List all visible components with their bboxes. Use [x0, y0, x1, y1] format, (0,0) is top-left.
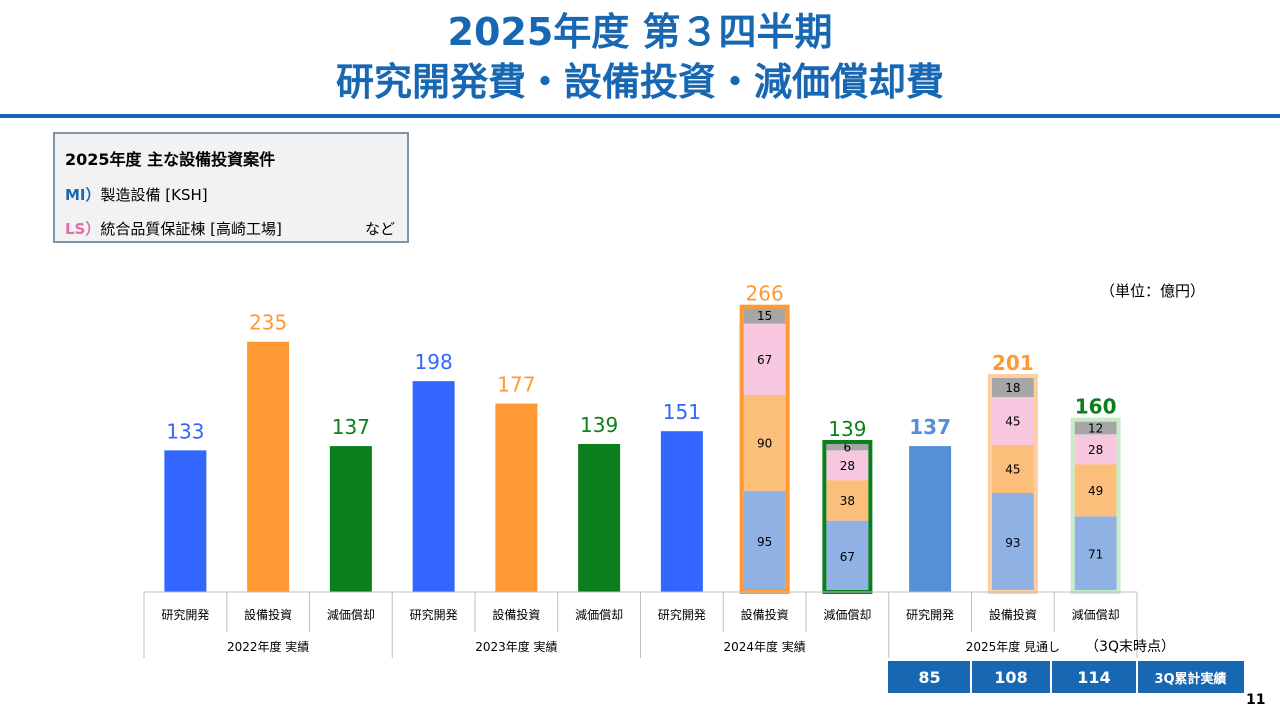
bar-segment-4-3-2 — [1074, 464, 1117, 517]
total-label-4-3: 160 — [1075, 395, 1117, 419]
group-label-4: 2025年度 見通し — [966, 639, 1060, 654]
segment-label-3-3-1: 67 — [840, 550, 855, 564]
page-title-line1: 2025年度 第３四半期 — [447, 10, 833, 54]
bar-segment-3-3-1 — [826, 520, 869, 592]
segment-label-3-2-3: 67 — [757, 353, 772, 367]
note-title: 2025年度 主な設備投資案件 — [65, 150, 276, 169]
tick-label-3-3: 減価償却 — [823, 607, 871, 622]
bar-segment-4-2-1 — [991, 492, 1034, 592]
segment-label-4-3-1: 71 — [1088, 548, 1103, 562]
tick-label-1-3: 減価償却 — [327, 607, 375, 622]
note-tag-mi: MI） — [65, 186, 101, 204]
bar-segment-3-3-4 — [826, 443, 869, 451]
bar-segment-4-2-3 — [991, 397, 1034, 446]
segment-label-3-3-2: 38 — [840, 494, 855, 508]
segment-label-4-3-4: 12 — [1088, 421, 1103, 435]
bar-segment-4-2-4 — [991, 377, 1034, 398]
tick-label-2-1: 研究開発 — [410, 607, 458, 622]
bar-segment-3-2-1 — [743, 490, 786, 592]
bar-2-1 — [412, 381, 455, 592]
bar-1-3 — [329, 446, 372, 592]
segment-label-3-2-2: 90 — [757, 436, 772, 450]
segment-label-4-2-4: 18 — [1005, 381, 1020, 395]
bar-segment-4-3-1 — [1074, 516, 1117, 592]
tick-label-3-2: 設備投資 — [741, 607, 789, 622]
total-label-2-3: 139 — [580, 413, 618, 437]
bar-segment-4-3-4 — [1074, 421, 1117, 435]
q3-actual-value-1: 85 — [918, 668, 940, 687]
bar-segment-4-2-2 — [991, 445, 1034, 493]
note-tag-ls: LS） — [65, 220, 101, 238]
segment-label-3-3-3: 28 — [840, 459, 855, 473]
total-label-3-2: 266 — [746, 282, 784, 306]
segment-label-4-3-3: 28 — [1088, 443, 1103, 457]
total-label-3-1: 151 — [663, 400, 701, 424]
total-label-1-2: 235 — [249, 311, 287, 335]
bar-3-1 — [660, 431, 703, 592]
note-item-ls: LS）統合品質保証棟 [高崎工場] — [65, 218, 282, 239]
note-suffix: など — [365, 220, 396, 238]
tick-label-3-1: 研究開発 — [658, 607, 706, 622]
capex-note-box: 2025年度 主な設備投資案件 MI）製造設備 [KSH] LS）統合品質保証棟… — [53, 132, 409, 243]
tick-label-4-2: 設備投資 — [989, 607, 1037, 622]
q3-actual-value-2: 108 — [994, 668, 1027, 687]
page-title-line2: 研究開発費・設備投資・減価償却費 — [335, 60, 944, 104]
bar-segment-3-3-3 — [826, 450, 869, 481]
tick-label-4-1: 研究開発 — [906, 607, 954, 622]
total-label-2-2: 177 — [497, 372, 535, 396]
bar-4-1 — [909, 446, 952, 592]
bar-segment-3-3-2 — [826, 480, 869, 521]
total-label-1-3: 137 — [332, 415, 370, 439]
bar-1-2 — [247, 341, 290, 592]
group-label-2: 2023年度 実績 — [475, 639, 557, 654]
tick-label-2-3: 減価償却 — [575, 607, 623, 622]
group-label-1: 2022年度 実績 — [227, 639, 309, 654]
segment-label-4-2-2: 45 — [1005, 462, 1020, 476]
bar-segment-3-2-3 — [743, 323, 786, 395]
bar-segment-4-3-3 — [1074, 434, 1117, 465]
bar-segment-3-2-2 — [743, 394, 786, 491]
q3-actual-strip — [888, 661, 1244, 693]
tick-label-1-1: 研究開発 — [161, 607, 209, 622]
segment-label-3-2-1: 95 — [757, 535, 772, 549]
tick-label-2-2: 設備投資 — [492, 607, 540, 622]
title-rule — [0, 114, 1280, 118]
q3-label: （3Q末時点） — [1085, 639, 1175, 655]
group-label-3: 2024年度 実績 — [723, 639, 805, 654]
segment-label-4-2-3: 45 — [1005, 415, 1020, 429]
total-label-1-1: 133 — [166, 419, 204, 443]
total-label-4-1: 137 — [909, 415, 951, 439]
segment-label-3-3-4: 6 — [844, 441, 852, 455]
note-item-mi: MI）製造設備 [KSH] — [65, 184, 208, 205]
bar-1-1 — [164, 450, 207, 592]
bar-segment-3-2-4 — [743, 307, 786, 324]
tick-label-1-2: 設備投資 — [244, 607, 292, 622]
total-label-2-1: 198 — [415, 350, 453, 374]
bar-2-2 — [495, 403, 538, 592]
segment-label-3-2-4: 15 — [757, 309, 772, 323]
q3-actual-value-3: 114 — [1077, 668, 1110, 687]
segment-label-4-3-2: 49 — [1088, 484, 1103, 498]
segment-label-4-2-1: 93 — [1005, 536, 1020, 550]
q3-actual-label: 3Q累計実績 — [1154, 671, 1226, 687]
note-text-mi: 製造設備 [KSH] — [100, 186, 208, 204]
unit-label: （単位：億円） — [1100, 282, 1206, 300]
total-label-4-2: 201 — [992, 351, 1034, 375]
total-label-3-3: 139 — [828, 417, 866, 441]
tick-label-4-3: 減価償却 — [1072, 607, 1120, 622]
note-text-ls: 統合品質保証棟 [高崎工場] — [100, 220, 282, 238]
page-number: 11 — [1246, 692, 1266, 708]
bar-2-3 — [578, 443, 621, 592]
